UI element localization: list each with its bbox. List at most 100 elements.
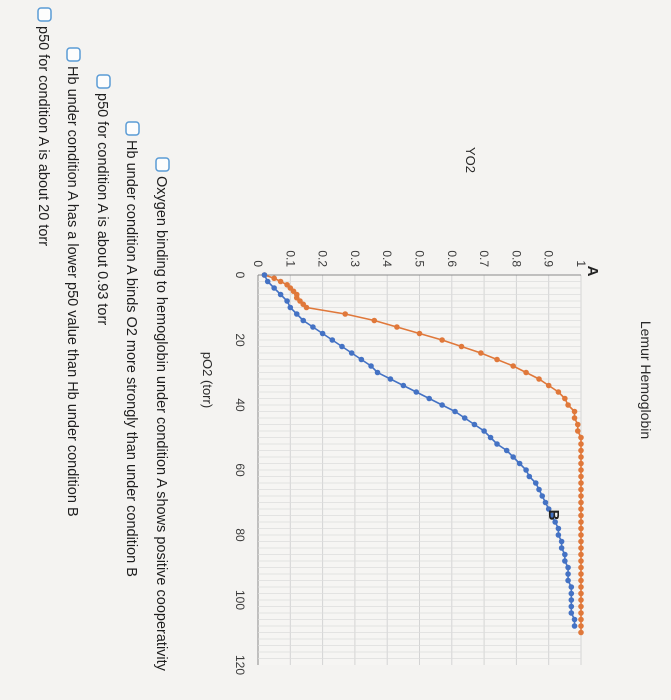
data-point (348, 350, 355, 356)
data-point (565, 564, 571, 571)
y-tick-label: 0.7 (477, 250, 491, 267)
data-point (571, 408, 578, 415)
y-tick-label: 0.2 (316, 250, 330, 267)
option-label: p50 for condition A is about 0.93 torr (94, 93, 110, 325)
data-point (261, 272, 268, 278)
data-point (568, 610, 575, 616)
y-tick-label: 0.1 (283, 250, 297, 267)
data-point (574, 421, 581, 428)
data-point (571, 623, 578, 629)
data-point (578, 610, 584, 616)
data-point (329, 337, 336, 343)
data-point (510, 363, 516, 369)
data-point (568, 584, 575, 590)
data-point (319, 330, 326, 337)
axis-ticks: 0 0.1 0.2 0.3 0.4 0.5 0.6 0.7 0.8 0.9 1 0 20 40 60 80 10… (233, 250, 588, 675)
y-tick-label: 0.9 (542, 250, 556, 267)
data-point (264, 278, 271, 285)
data-point (578, 577, 584, 584)
data-point (578, 473, 584, 480)
data-point (287, 304, 294, 311)
data-point (578, 454, 584, 460)
data-point (471, 421, 478, 428)
data-point (339, 343, 345, 350)
data-point (568, 597, 575, 603)
data-point (545, 382, 552, 389)
option-label: Hb under condition A binds O2 more stron… (123, 140, 139, 577)
x-tick-label: 60 (233, 463, 247, 477)
data-point (487, 434, 494, 441)
data-point (452, 408, 458, 415)
data-point (565, 577, 571, 584)
y-tick-label: 0 (251, 260, 265, 267)
y-tick-label: 1 (574, 260, 588, 267)
data-point (574, 428, 581, 434)
data-point (578, 590, 584, 597)
data-point (578, 564, 584, 571)
answer-option[interactable]: p50 for condition A is about 20 torr (35, 7, 52, 246)
option-checkbox[interactable] (37, 7, 52, 22)
data-point (558, 545, 565, 551)
data-point (532, 480, 539, 486)
data-point (271, 285, 277, 291)
data-point (578, 551, 584, 558)
data-point (578, 480, 584, 486)
data-point (358, 356, 365, 363)
answer-option[interactable]: Hb under condition A has a lower p50 val… (64, 47, 81, 517)
data-point (426, 395, 432, 402)
x-tick-label: 20 (233, 333, 247, 347)
data-point (565, 402, 571, 408)
data-point (578, 486, 584, 493)
x-tick-label: 120 (233, 655, 247, 675)
data-point (439, 337, 445, 343)
data-point (439, 402, 445, 408)
data-point (578, 434, 584, 441)
data-point (374, 369, 381, 376)
y-axis-title: YO2 (463, 147, 478, 173)
data-point (458, 343, 465, 350)
data-point (394, 324, 400, 330)
data-point (481, 428, 487, 434)
data-point (555, 532, 562, 538)
data-point (413, 389, 420, 395)
data-point (578, 597, 584, 603)
y-tick-label: 0.5 (413, 250, 427, 267)
y-tick-label: 0.8 (509, 250, 523, 267)
data-point (552, 519, 558, 525)
data-point (578, 603, 584, 610)
data-point (284, 298, 290, 304)
option-checkbox[interactable] (155, 157, 170, 172)
data-point (578, 525, 584, 532)
data-point (310, 324, 316, 330)
data-point (387, 376, 394, 382)
data-point (568, 603, 575, 610)
option-checkbox[interactable] (125, 121, 140, 136)
data-point (578, 493, 584, 499)
data-point (526, 473, 533, 480)
y-tick-label: 0.4 (380, 250, 394, 267)
data-point (277, 291, 284, 298)
answer-option[interactable]: Hb under condition A binds O2 more stron… (123, 121, 140, 577)
series-b (261, 272, 578, 629)
data-point (578, 499, 584, 506)
data-point (536, 486, 542, 493)
series-layer (261, 272, 584, 636)
data-point (578, 460, 584, 467)
data-point (558, 538, 565, 545)
data-point (568, 590, 575, 597)
data-point (571, 415, 578, 421)
data-point (368, 363, 374, 369)
data-point (523, 467, 529, 473)
option-checkbox[interactable] (66, 47, 81, 62)
data-point (565, 571, 571, 577)
data-point (545, 506, 552, 512)
data-point (416, 330, 423, 337)
answer-option[interactable]: Oxygen binding to hemoglobin under condi… (153, 157, 170, 672)
data-point (503, 447, 510, 454)
data-point (562, 395, 568, 402)
answer-option[interactable]: p50 for condition A is about 0.93 torr (94, 74, 111, 325)
data-point (578, 545, 584, 551)
option-checkbox[interactable] (96, 74, 111, 89)
x-axis-title: pO2 (torr) (200, 352, 215, 408)
data-point (342, 311, 349, 317)
